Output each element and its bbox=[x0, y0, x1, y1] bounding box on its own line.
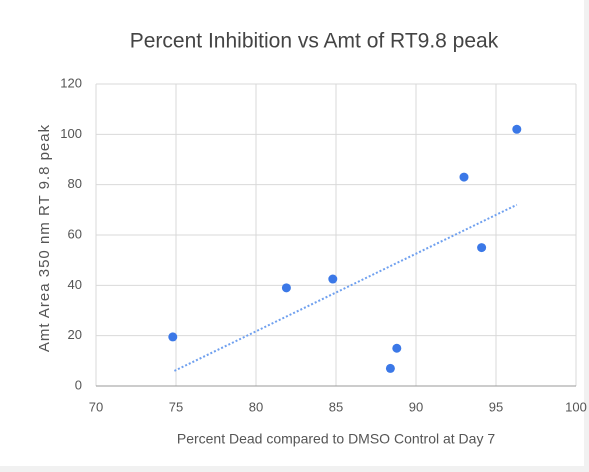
point bbox=[168, 332, 178, 342]
point bbox=[281, 283, 291, 293]
y-tick-label: 80 bbox=[68, 176, 82, 191]
point bbox=[459, 172, 469, 182]
x-tick-label: 90 bbox=[409, 399, 423, 414]
x-tick-label: 100 bbox=[565, 399, 587, 414]
chart-title: Percent Inhibition vs Amt of RT9.8 peak bbox=[130, 30, 499, 53]
y-tick-label: 100 bbox=[60, 126, 82, 141]
point bbox=[512, 124, 522, 134]
x-tick-label: 80 bbox=[249, 399, 263, 414]
y-tick-label: 60 bbox=[68, 226, 82, 241]
point bbox=[328, 274, 338, 284]
x-tick-label: 95 bbox=[489, 399, 503, 414]
point bbox=[477, 243, 487, 253]
x-axis-label: Percent Dead compared to DMSO Control at… bbox=[177, 431, 495, 447]
point bbox=[385, 363, 395, 373]
y-tick-label: 20 bbox=[68, 327, 82, 342]
y-tick-label: 120 bbox=[60, 75, 82, 90]
y-tick-label: 0 bbox=[75, 377, 82, 392]
y-axis-label: Amt Area 350 nm RT 9.8 peak bbox=[36, 124, 53, 352]
chart-background bbox=[0, 0, 584, 466]
x-tick-label: 75 bbox=[169, 399, 183, 414]
y-tick-label: 40 bbox=[68, 277, 82, 292]
point bbox=[392, 343, 402, 353]
trendline bbox=[173, 203, 518, 372]
x-tick-label: 70 bbox=[89, 399, 103, 414]
x-tick-label: 85 bbox=[329, 399, 343, 414]
